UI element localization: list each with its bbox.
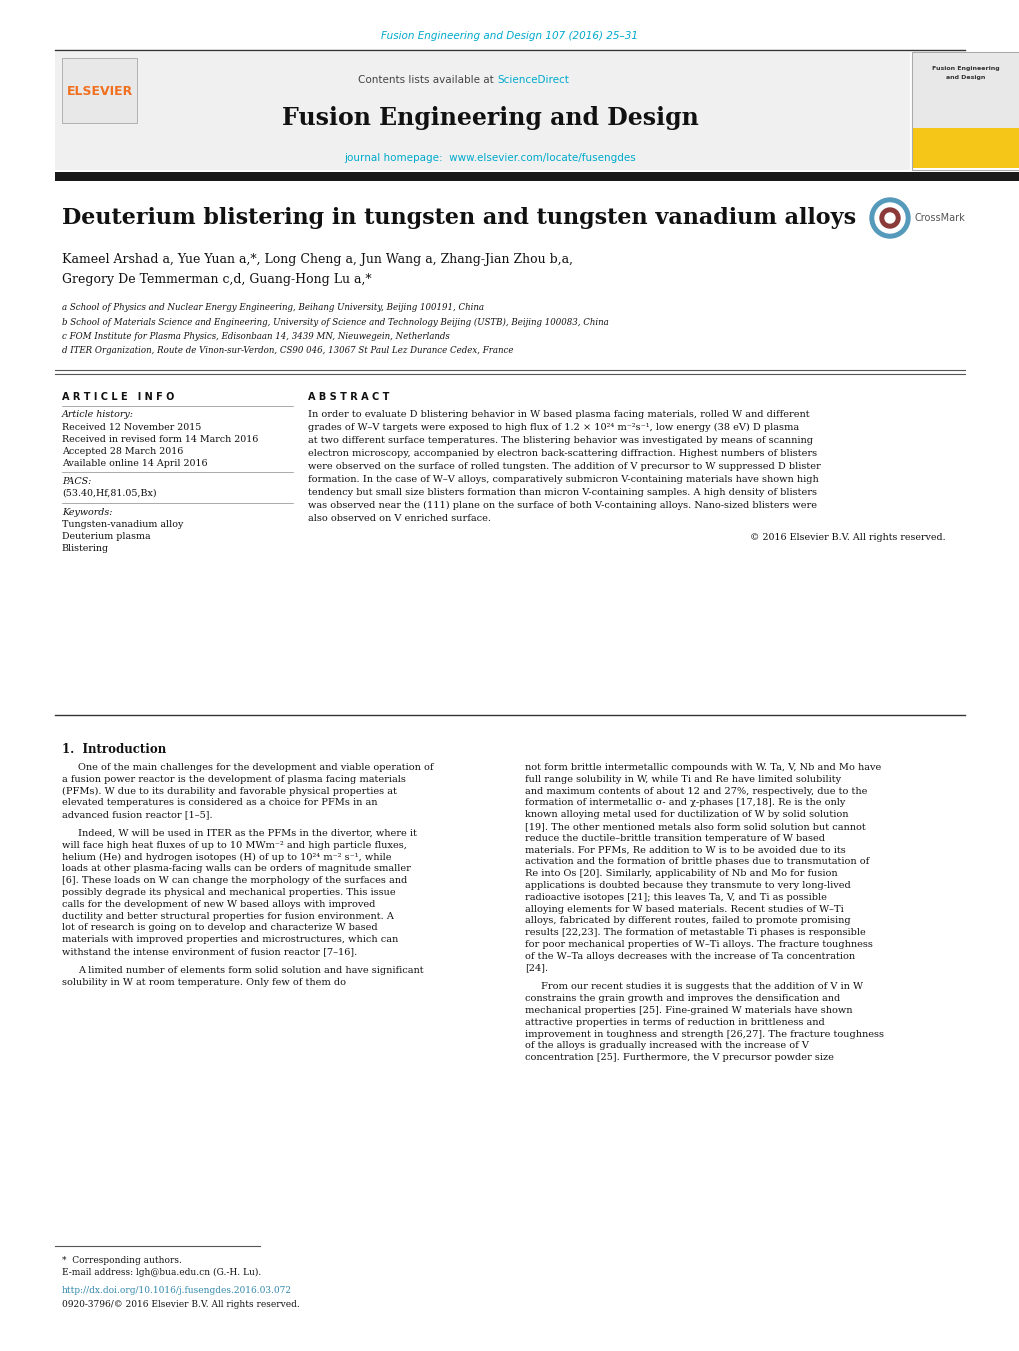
Text: concentration [25]. Furthermore, the V precursor powder size: concentration [25]. Furthermore, the V p… [525,1054,834,1062]
Text: Gregory De Temmerman c,d, Guang-Hong Lu a,*: Gregory De Temmerman c,d, Guang-Hong Lu … [62,273,371,286]
Text: ScienceDirect: ScienceDirect [496,76,569,85]
Text: E-mail address: lgh@bua.edu.cn (G.-H. Lu).: E-mail address: lgh@bua.edu.cn (G.-H. Lu… [62,1269,261,1277]
Text: Keywords:: Keywords: [62,508,112,517]
Text: for poor mechanical properties of W–Ti alloys. The fracture toughness: for poor mechanical properties of W–Ti a… [525,940,872,948]
Bar [912,128,1018,168]
Text: mechanical properties [25]. Fine-grained W materials have shown: mechanical properties [25]. Fine-grained… [525,1006,852,1015]
Text: activation and the formation of brittle phases due to transmutation of: activation and the formation of brittle … [525,858,868,866]
Text: Received 12 November 2015: Received 12 November 2015 [62,423,201,432]
Bar [911,51,1019,170]
Text: at two different surface temperatures. The blistering behavior was investigated : at two different surface temperatures. T… [308,436,812,444]
Text: improvement in toughness and strength [26,27]. The fracture toughness: improvement in toughness and strength [2… [525,1029,883,1039]
Text: of the W–Ta alloys decreases with the increase of Ta concentration: of the W–Ta alloys decreases with the in… [525,952,854,961]
Text: Fusion Engineering: Fusion Engineering [931,65,999,70]
Text: Article history:: Article history: [62,409,133,419]
Text: tendency but small size blisters formation than micron V-containing samples. A h: tendency but small size blisters formati… [308,488,816,497]
Text: (PFMs). W due to its durability and favorable physical properties at: (PFMs). W due to its durability and favo… [62,786,396,796]
Text: A B S T R A C T: A B S T R A C T [308,392,389,403]
Text: also observed on V enriched surface.: also observed on V enriched surface. [308,513,490,523]
Text: PACS:: PACS: [62,477,92,486]
Text: [19]. The other mentioned metals also form solid solution but cannot: [19]. The other mentioned metals also fo… [525,821,865,831]
Text: Blistering: Blistering [62,544,109,553]
Text: http://dx.doi.org/10.1016/j.fusengdes.2016.03.072: http://dx.doi.org/10.1016/j.fusengdes.20… [62,1286,291,1296]
Text: alloys, fabricated by different routes, failed to promote promising: alloys, fabricated by different routes, … [525,916,850,925]
Text: materials. For PFMs, Re addition to W is to be avoided due to its: materials. For PFMs, Re addition to W is… [525,846,845,855]
Circle shape [869,199,909,238]
Text: d ITER Organization, Route de Vinon-sur-Verdon, CS90 046, 13067 St Paul Lez Dura: d ITER Organization, Route de Vinon-sur-… [62,346,513,354]
Bar [60,55,140,136]
Circle shape [879,208,899,228]
Text: A limited number of elements form solid solution and have significant: A limited number of elements form solid … [77,966,423,975]
Text: were observed on the surface of rolled tungsten. The addition of V precursor to : were observed on the surface of rolled t… [308,462,820,471]
Text: Tungsten-vanadium alloy: Tungsten-vanadium alloy [62,520,183,530]
Text: materials with improved properties and microstructures, which can: materials with improved properties and m… [62,935,397,944]
Text: results [22,23]. The formation of metastable Ti phases is responsible: results [22,23]. The formation of metast… [525,928,865,938]
Text: formation of intermetallic σ- and χ-phases [17,18]. Re is the only: formation of intermetallic σ- and χ-phas… [525,798,845,808]
Text: and maximum contents of about 12 and 27%, respectively, due to the: and maximum contents of about 12 and 27%… [525,786,866,796]
Text: full range solubility in W, while Ti and Re have limited solubility: full range solubility in W, while Ti and… [525,775,841,784]
Text: was observed near the (111) plane on the surface of both V-containing alloys. Na: was observed near the (111) plane on the… [308,501,816,511]
Text: constrains the grain growth and improves the densification and: constrains the grain growth and improves… [525,994,840,1004]
Text: advanced fusion reactor [1–5].: advanced fusion reactor [1–5]. [62,811,212,819]
Text: possibly degrade its physical and mechanical properties. This issue: possibly degrade its physical and mechan… [62,888,395,897]
Text: solubility in W at room temperature. Only few of them do: solubility in W at room temperature. Onl… [62,978,345,986]
Text: lot of research is going on to develop and characterize W based: lot of research is going on to develop a… [62,923,377,932]
Text: formation. In the case of W–V alloys, comparatively submicron V-containing mater: formation. In the case of W–V alloys, co… [308,476,818,484]
Text: [6]. These loads on W can change the morphology of the surfaces and: [6]. These loads on W can change the mor… [62,877,407,885]
Circle shape [884,213,894,223]
Bar [62,58,137,123]
Text: 1.  Introduction: 1. Introduction [62,743,166,757]
Text: Fusion Engineering and Design: Fusion Engineering and Design [281,105,698,130]
Text: In order to evaluate D blistering behavior in W based plasma facing materials, r: In order to evaluate D blistering behavi… [308,409,809,419]
Text: Kameel Arshad a, Yue Yuan a,*, Long Cheng a, Jun Wang a, Zhang-Jian Zhou b,a,: Kameel Arshad a, Yue Yuan a,*, Long Chen… [62,254,573,266]
Text: calls for the development of new W based alloys with improved: calls for the development of new W based… [62,900,375,909]
Text: Contents lists available at: Contents lists available at [358,76,496,85]
Text: of the alloys is gradually increased with the increase of V: of the alloys is gradually increased wit… [525,1042,808,1050]
Text: One of the main challenges for the development and viable operation of: One of the main challenges for the devel… [77,763,433,771]
Text: CrossMark: CrossMark [914,213,965,223]
Text: journal homepage:  www.elsevier.com/locate/fusengdes: journal homepage: www.elsevier.com/locat… [343,153,635,163]
Text: a fusion power reactor is the development of plasma facing materials: a fusion power reactor is the developmen… [62,775,406,784]
Text: withstand the intense environment of fusion reactor [7–16].: withstand the intense environment of fus… [62,947,357,957]
Text: a School of Physics and Nuclear Energy Engineering, Beihang University, Beijing : a School of Physics and Nuclear Energy E… [62,304,484,312]
Text: loads at other plasma-facing walls can be orders of magnitude smaller: loads at other plasma-facing walls can b… [62,865,411,873]
Text: From our recent studies it is suggests that the addition of V in W: From our recent studies it is suggests t… [540,982,862,992]
Text: © 2016 Elsevier B.V. All rights reserved.: © 2016 Elsevier B.V. All rights reserved… [750,534,945,542]
Text: applications is doubted because they transmute to very long-lived: applications is doubted because they tra… [525,881,850,890]
Text: attractive properties in terms of reduction in brittleness and: attractive properties in terms of reduct… [525,1017,824,1027]
Text: Deuterium plasma: Deuterium plasma [62,532,151,540]
Bar [55,51,909,170]
Text: 0920-3796/© 2016 Elsevier B.V. All rights reserved.: 0920-3796/© 2016 Elsevier B.V. All right… [62,1300,300,1309]
Bar [912,53,1018,128]
Text: [24].: [24]. [525,963,547,973]
Text: Deuterium blistering in tungsten and tungsten vanadium alloys: Deuterium blistering in tungsten and tun… [62,207,855,230]
Text: radioactive isotopes [21]; this leaves Ta, V, and Ti as possible: radioactive isotopes [21]; this leaves T… [525,893,826,902]
Text: not form brittle intermetallic compounds with W. Ta, V, Nb and Mo have: not form brittle intermetallic compounds… [525,763,880,771]
Text: known alloying metal used for ductilization of W by solid solution: known alloying metal used for ductilizat… [525,811,848,819]
Text: ELSEVIER: ELSEVIER [67,85,133,97]
Text: Re into Os [20]. Similarly, applicability of Nb and Mo for fusion: Re into Os [20]. Similarly, applicabilit… [525,869,837,878]
Text: b School of Materials Science and Engineering, University of Science and Technol: b School of Materials Science and Engine… [62,317,608,327]
Text: ductility and better structural properties for fusion environment. A: ductility and better structural properti… [62,912,393,920]
Text: A R T I C L E   I N F O: A R T I C L E I N F O [62,392,174,403]
Text: Accepted 28 March 2016: Accepted 28 March 2016 [62,447,183,457]
Text: Indeed, W will be used in ITER as the PFMs in the divertor, where it: Indeed, W will be used in ITER as the PF… [77,830,417,838]
Text: and Design: and Design [946,74,984,80]
Text: reduce the ductile–brittle transition temperature of W based: reduce the ductile–brittle transition te… [525,834,824,843]
Text: Received in revised form 14 March 2016: Received in revised form 14 March 2016 [62,435,258,444]
Text: alloying elements for W based materials. Recent studies of W–Ti: alloying elements for W based materials.… [525,905,843,913]
Text: elevated temperatures is considered as a choice for PFMs in an: elevated temperatures is considered as a… [62,798,377,808]
Circle shape [874,203,904,232]
Text: grades of W–V targets were exposed to high flux of 1.2 × 10²⁴ m⁻²s⁻¹, low energy: grades of W–V targets were exposed to hi… [308,423,798,432]
Text: will face high heat fluxes of up to 10 MWm⁻² and high particle fluxes,: will face high heat fluxes of up to 10 M… [62,840,407,850]
Text: Fusion Engineering and Design 107 (2016) 25–31: Fusion Engineering and Design 107 (2016)… [381,31,638,41]
Bar [55,172,1019,181]
Text: *  Corresponding authors.: * Corresponding authors. [62,1256,181,1265]
Text: (53.40,Hf,81.05,Bx): (53.40,Hf,81.05,Bx) [62,489,157,499]
Text: Available online 14 April 2016: Available online 14 April 2016 [62,459,208,467]
Text: electron microscopy, accompanied by electron back-scattering diffraction. Highes: electron microscopy, accompanied by elec… [308,449,816,458]
Text: c FOM Institute for Plasma Physics, Edisonbaan 14, 3439 MN, Nieuwegein, Netherla: c FOM Institute for Plasma Physics, Edis… [62,331,449,340]
Text: helium (He) and hydrogen isotopes (H) of up to 10²⁴ m⁻² s⁻¹, while: helium (He) and hydrogen isotopes (H) of… [62,852,391,862]
